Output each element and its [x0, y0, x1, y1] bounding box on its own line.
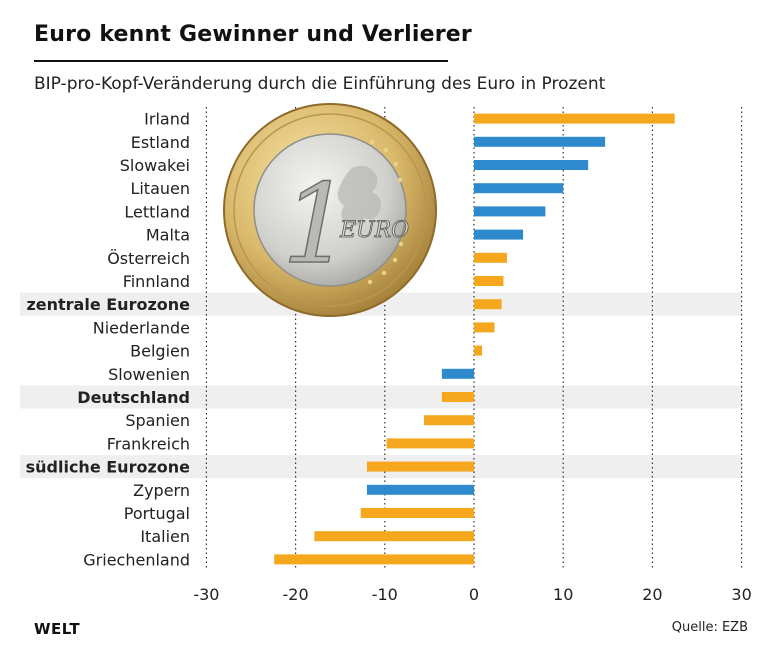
- bar: [474, 322, 495, 333]
- x-tick-label: 0: [469, 585, 479, 604]
- bar: [386, 438, 474, 449]
- category-label: Spanien: [125, 411, 190, 430]
- category-label: Portugal: [124, 504, 190, 523]
- category-label: Griechenland: [83, 550, 190, 569]
- category-labels: Irland Estland Slowakei Litauen Lettland Malt…: [26, 110, 191, 570]
- category-label: Slowenien: [108, 365, 190, 384]
- euro-coin-icon: 1 EURO: [223, 103, 437, 317]
- bar: [474, 345, 483, 356]
- category-label: Niederlande: [93, 318, 190, 337]
- category-label: Lettland: [124, 202, 190, 221]
- chart-title: Euro kennt Gewinner und Verlierer: [34, 22, 472, 47]
- highlight-band: [20, 385, 742, 409]
- bar: [474, 299, 502, 310]
- brand-logo: WELT: [34, 620, 81, 638]
- bar: [274, 554, 474, 565]
- category-label: Belgien: [130, 342, 190, 361]
- x-tick-label: -20: [283, 585, 309, 604]
- bar: [474, 276, 504, 286]
- chart-subtitle: BIP-pro-Kopf-Veränderung durch die Einfü…: [34, 74, 606, 94]
- bar: [366, 461, 474, 472]
- category-label: Österreich: [107, 249, 190, 268]
- bar: [441, 368, 474, 379]
- category-label: zentrale Eurozone: [26, 295, 190, 314]
- category-label: Zypern: [133, 481, 190, 500]
- category-label: Finnland: [123, 272, 190, 291]
- bar: [474, 160, 589, 170]
- category-label: Irland: [144, 110, 190, 129]
- bar: [360, 508, 474, 518]
- coin-numeral: 1: [282, 160, 352, 288]
- bar: [366, 484, 474, 495]
- title-underline: [34, 60, 448, 62]
- x-axis-ticks: -30 -20 -10 0 10 20 30: [193, 585, 751, 604]
- coin-euro-text: EURO: [339, 218, 409, 243]
- x-tick-label: -30: [193, 585, 219, 604]
- bar: [474, 183, 564, 194]
- category-label: Litauen: [130, 179, 190, 198]
- category-label: südliche Eurozone: [26, 458, 191, 477]
- category-label: Malta: [146, 226, 190, 245]
- x-tick-label: 20: [642, 585, 662, 604]
- bar: [474, 136, 606, 147]
- bar: [474, 113, 675, 124]
- bar: [474, 252, 508, 263]
- bar: [424, 415, 474, 426]
- x-tick-label: 30: [731, 585, 751, 604]
- category-label: Slowakei: [120, 156, 190, 175]
- category-label: Frankreich: [107, 434, 190, 453]
- x-tick-label: -10: [372, 585, 398, 604]
- source-note: Quelle: EZB: [671, 620, 748, 635]
- category-label: Italien: [140, 527, 190, 546]
- category-label: Deutschland: [77, 388, 190, 407]
- bar: [441, 392, 474, 402]
- bar-series: [274, 113, 675, 565]
- bar: [474, 229, 524, 240]
- highlight-band: [20, 292, 742, 316]
- bar: [474, 206, 546, 217]
- bar: [314, 531, 474, 542]
- x-tick-label: 10: [553, 585, 573, 604]
- category-label: Estland: [131, 133, 190, 152]
